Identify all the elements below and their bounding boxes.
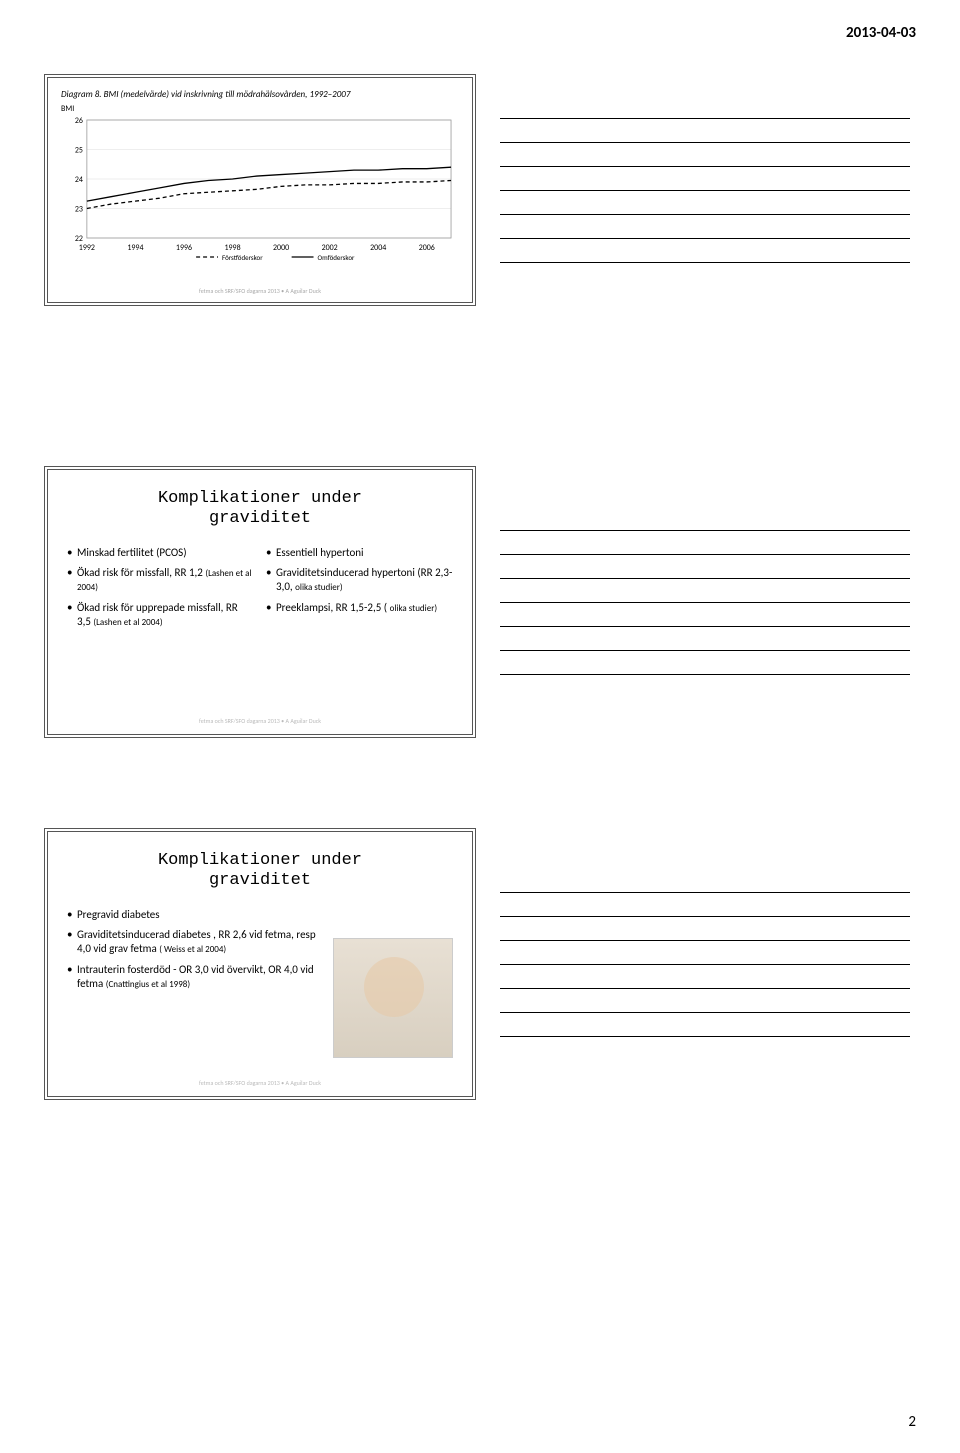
chart-title: Diagram 8. BMI (medelvärde) vid inskrivn… <box>61 89 459 100</box>
notes-lines-3 <box>500 828 916 1100</box>
svg-text:2002: 2002 <box>322 243 338 253</box>
slide3-left-col: • Pregravid diabetes • Graviditetsinduce… <box>67 908 323 1058</box>
bullet-item: • Minskad fertilitet (PCOS) <box>67 546 254 560</box>
slide3-footnote: fetma och SRF/SFO dagarna 2013 • A Aguil… <box>199 1079 321 1087</box>
svg-text:1996: 1996 <box>176 243 192 253</box>
svg-text:25: 25 <box>75 145 83 155</box>
svg-text:24: 24 <box>75 175 83 185</box>
slide2-footnote: fetma och SRF/SFO dagarna 2013 • A Aguil… <box>199 717 321 725</box>
svg-text:23: 23 <box>75 204 83 214</box>
slide2-right-col: • Essentiell hypertoni • Graviditetsindu… <box>266 546 453 635</box>
page-number: 2 <box>908 1413 916 1431</box>
svg-text:Omföderskor: Omföderskor <box>318 253 355 262</box>
svg-text:1998: 1998 <box>224 243 240 253</box>
svg-text:2004: 2004 <box>370 243 386 253</box>
header-date: 2013-04-03 <box>846 24 916 42</box>
slide2-heading: Komplikationer undergraviditet <box>67 489 453 530</box>
bullet-item: • Essentiell hypertoni <box>266 546 453 560</box>
row-1: Diagram 8. BMI (medelvärde) vid inskrivn… <box>44 74 916 306</box>
row-3: Komplikationer undergraviditet • Pregrav… <box>44 828 916 1100</box>
svg-text:1994: 1994 <box>127 243 143 253</box>
svg-text:26: 26 <box>75 116 83 126</box>
slide1-footnote: fetma och SRF/SFO dagarna 2013 • A Aguil… <box>199 287 321 295</box>
slide2-left-col: • Minskad fertilitet (PCOS) • Ökad risk … <box>67 546 254 635</box>
svg-text:Förstföderskor: Förstföderskor <box>222 253 263 262</box>
bullet-item: • Ökad risk för missfall, RR 1,2 (Lashen… <box>67 566 254 595</box>
bullet-item: • Intrauterin fosterdöd - OR 3,0 vid öve… <box>67 963 323 992</box>
svg-text:1992: 1992 <box>79 243 95 253</box>
slide3-heading: Komplikationer undergraviditet <box>67 851 453 892</box>
pregnancy-image-placeholder <box>333 938 453 1058</box>
chart-y-label: BMI <box>61 104 459 114</box>
slide-3-frame: Komplikationer undergraviditet • Pregrav… <box>44 828 476 1100</box>
row-2: Komplikationer undergraviditet • Minskad… <box>44 466 916 738</box>
bullet-item: • Ökad risk för upprepade missfall, RR 3… <box>67 601 254 630</box>
bullet-item: • Preeklampsi, RR 1,5-2,5 ( olika studie… <box>266 601 453 615</box>
svg-text:2006: 2006 <box>419 243 435 253</box>
notes-lines-2 <box>500 466 916 738</box>
bullet-item: • Pregravid diabetes <box>67 908 323 922</box>
bullet-item: • Graviditetsinducerad diabetes , RR 2,6… <box>67 928 323 957</box>
bmi-line-chart: 2223242526199219941996199820002002200420… <box>61 116 459 266</box>
notes-lines-1 <box>500 74 916 306</box>
bullet-item: • Graviditetsinducerad hypertoni (RR 2,3… <box>266 566 453 595</box>
slide-2-frame: Komplikationer undergraviditet • Minskad… <box>44 466 476 738</box>
svg-text:2000: 2000 <box>273 243 289 253</box>
slide-1-frame: Diagram 8. BMI (medelvärde) vid inskrivn… <box>44 74 476 306</box>
